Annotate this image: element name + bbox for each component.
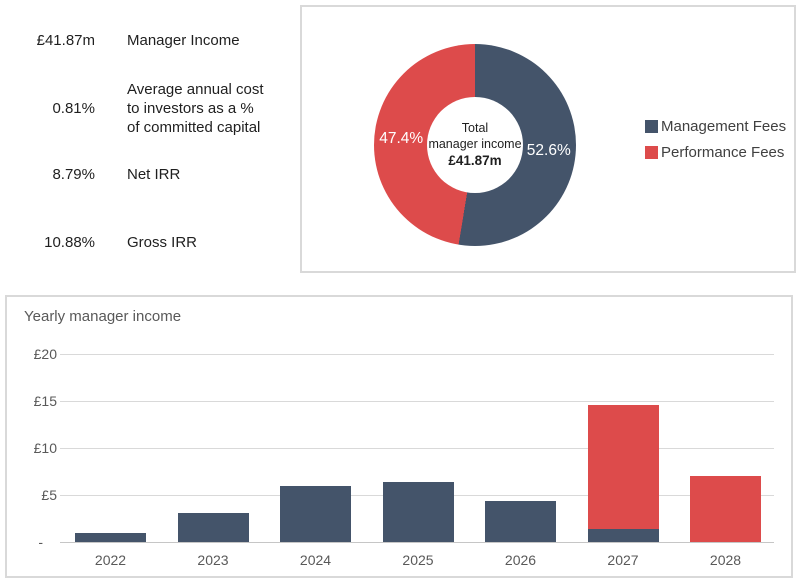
stat-row: £41.87m Manager Income <box>20 28 240 52</box>
x-axis-tick-label: 2022 <box>94 552 127 568</box>
bar-segment <box>177 512 249 542</box>
donut-center-line1: Total <box>461 121 489 135</box>
legend-label: Management Fees <box>661 118 787 135</box>
stat-label: Net IRR <box>127 165 181 183</box>
x-axis-tick-label: 2028 <box>709 552 742 568</box>
stat-value: 10.88% <box>44 233 95 251</box>
donut-slice-label: 47.4% <box>379 129 424 147</box>
legend-item: Management Fees <box>645 118 786 135</box>
stat-label: Average annual cost to investors as a % … <box>127 80 264 136</box>
gridline <box>60 448 774 449</box>
gridline <box>60 354 774 355</box>
bar-segment <box>587 404 659 529</box>
bar-segment <box>690 476 761 542</box>
x-axis-tick-label: 2026 <box>504 552 537 568</box>
donut-center-label: Total manager income £41.87m <box>427 97 523 193</box>
donut-panel: Total manager income £41.87m 52.6% 47.4% … <box>300 5 796 273</box>
donut-legend: Management Fees Performance Fees <box>645 118 786 161</box>
x-axis-tick-label: 2025 <box>402 552 434 568</box>
y-axis-tick-label: £20 <box>33 346 57 362</box>
stat-value: 8.79% <box>52 165 95 183</box>
bar-segment <box>382 481 454 542</box>
donut-center-line2: manager income <box>428 137 522 151</box>
legend-item: Performance Fees <box>645 144 786 161</box>
stat-value: £41.87m <box>36 31 95 49</box>
stat-label: Gross IRR <box>127 233 198 251</box>
bar-chart-title: Yearly manager income <box>24 308 182 325</box>
x-axis-tick-label: 2023 <box>197 552 229 568</box>
x-axis-tick-label: 2024 <box>299 552 332 568</box>
donut-chart: Total manager income £41.87m 52.6% 47.4% <box>374 44 576 246</box>
stat-label: Manager Income <box>127 31 240 49</box>
stat-row: 8.79% Net IRR <box>20 162 180 186</box>
stat-row: 0.81% Average annual cost to investors as… <box>20 72 264 144</box>
y-axis-tick-label: £5 <box>41 487 57 503</box>
bar-segment <box>485 500 556 542</box>
bar-chart-panel: Yearly manager income - £5 £10 £15 £20 2022 20… <box>5 295 793 578</box>
x-axis-tick-label: 2027 <box>607 552 639 568</box>
y-axis-tick-label: £10 <box>33 440 57 456</box>
bar-segment <box>587 528 659 542</box>
bar-segment <box>75 532 146 542</box>
stat-row: 10.88% Gross IRR <box>20 230 197 254</box>
stats-panel: £41.87m Manager Income 0.81% Average annual… <box>20 18 300 278</box>
stat-value: 0.81% <box>52 99 95 117</box>
gridline <box>60 401 774 402</box>
legend-label: Performance Fees <box>661 144 785 161</box>
bar-segment <box>280 485 351 542</box>
y-axis-tick-label: - <box>38 534 43 550</box>
legend-swatch <box>645 120 658 133</box>
donut-slice-label: 52.6% <box>526 142 571 160</box>
donut-center-value: £41.87m <box>448 153 502 168</box>
y-axis-tick-label: £15 <box>33 393 57 409</box>
gridline <box>60 542 774 543</box>
legend-swatch <box>645 146 658 159</box>
